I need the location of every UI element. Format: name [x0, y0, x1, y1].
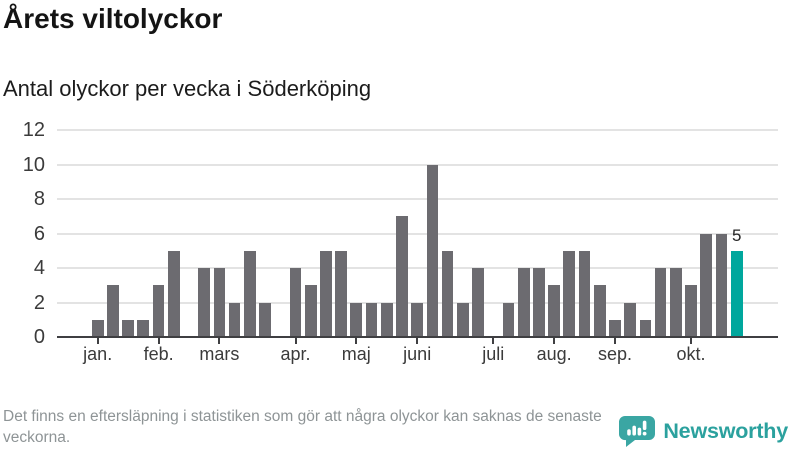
newsworthy-logo: Newsworthy	[618, 416, 788, 447]
gridline	[57, 198, 778, 200]
bar	[320, 250, 332, 338]
bar	[517, 268, 530, 337]
bar	[730, 250, 743, 338]
bar	[137, 319, 150, 338]
bar	[533, 268, 545, 337]
bar	[609, 319, 621, 338]
y-axis-label: 10	[22, 153, 45, 176]
y-axis-label: 0	[33, 326, 45, 348]
bar	[152, 285, 165, 338]
bar	[122, 319, 134, 338]
x-axis-tick	[157, 338, 160, 344]
bar	[685, 285, 697, 338]
x-axis-tick	[218, 338, 221, 344]
bar	[639, 319, 652, 338]
x-axis-label: aug.	[536, 344, 572, 364]
x-axis-tick	[416, 338, 419, 344]
x-axis-label: apr.	[280, 344, 311, 364]
bar	[228, 302, 241, 337]
bar	[715, 233, 728, 337]
bar	[441, 250, 454, 338]
bar-value-label: 5	[731, 225, 742, 245]
x-axis-label: mars	[199, 344, 240, 364]
x-axis-label: sep.	[597, 344, 633, 364]
footer-note: Det finns en eftersläpning i statistiken…	[3, 408, 602, 446]
bar	[669, 268, 682, 337]
bar	[350, 302, 363, 337]
y-axis-label: 4	[33, 257, 45, 279]
gridline	[57, 129, 778, 131]
x-axis-line	[57, 335, 778, 338]
newsworthy-logo-text: Newsworthy	[663, 419, 788, 443]
x-axis-label: juli	[482, 344, 505, 364]
x-axis-tick	[553, 338, 556, 344]
bar	[578, 250, 591, 338]
bar	[593, 285, 606, 338]
bar	[213, 268, 226, 337]
gridline	[57, 163, 778, 166]
bar	[259, 302, 271, 337]
bar	[198, 268, 211, 337]
bar	[243, 250, 256, 338]
bar	[396, 216, 408, 338]
x-axis-tick	[96, 338, 99, 344]
bar	[624, 302, 637, 337]
x-axis-label: maj	[341, 344, 371, 364]
bar	[563, 250, 576, 338]
bar	[426, 164, 439, 337]
bar	[456, 302, 469, 337]
y-axis-label: 6	[33, 222, 45, 245]
x-axis-label: jan.	[83, 344, 113, 364]
chart-subtitle: Antal olyckor per vecka i Söderköping	[3, 76, 372, 101]
bar	[548, 285, 560, 338]
bar	[380, 302, 393, 337]
x-axis-tick	[492, 338, 495, 344]
bar	[91, 319, 104, 338]
bar	[289, 268, 302, 337]
newsworthy-speech-bubble-bar-chart-icon	[619, 416, 656, 447]
y-axis-label: 2	[33, 291, 45, 314]
gridline	[57, 232, 778, 235]
bar	[700, 233, 713, 337]
x-axis-label: okt.	[676, 344, 706, 364]
y-axis-label: 12	[22, 119, 45, 141]
bar	[107, 285, 119, 338]
bar	[502, 302, 515, 337]
bar	[654, 268, 667, 337]
x-axis-tick	[690, 338, 692, 344]
bar	[304, 285, 317, 338]
x-axis-label: feb.	[143, 344, 174, 364]
bar	[411, 302, 424, 337]
bar	[472, 268, 484, 337]
gridline	[57, 267, 778, 269]
x-axis-tick	[614, 338, 616, 344]
chart-title: Årets viltolyckor	[3, 3, 223, 34]
bar	[167, 250, 180, 338]
x-axis-tick	[355, 338, 358, 344]
x-axis-label: juni	[403, 344, 432, 364]
bar	[335, 250, 347, 338]
bar	[365, 302, 378, 337]
x-axis-tick	[294, 338, 297, 344]
y-axis-label: 8	[33, 188, 45, 210]
